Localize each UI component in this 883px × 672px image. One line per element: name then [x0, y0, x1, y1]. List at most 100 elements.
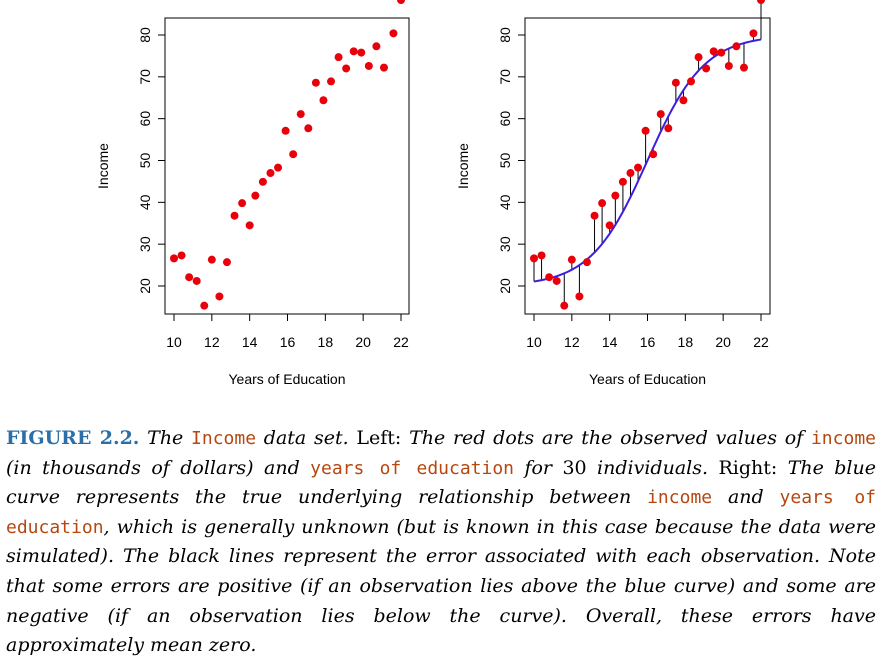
data-point	[200, 301, 209, 310]
data-point	[342, 64, 351, 73]
data-point	[349, 47, 358, 56]
data-point	[545, 273, 554, 282]
data-point	[567, 255, 576, 264]
figure-caption: FIGURE 2.2. The Income data set. Left: T…	[6, 424, 876, 661]
caption-segment: The	[139, 427, 192, 449]
data-point	[379, 63, 388, 72]
data-point	[702, 64, 711, 73]
data-point	[185, 273, 194, 282]
plot-frame	[164, 17, 410, 315]
y-axis-label: Income	[95, 143, 111, 189]
data-point	[530, 254, 538, 263]
caption-segment: Left:	[348, 427, 410, 449]
true-curve-line	[533, 38, 762, 283]
caption-segment: The blue curve represents the true under…	[6, 456, 876, 509]
data-point	[717, 48, 726, 57]
data-point	[709, 47, 718, 56]
caption-segment: data set.	[256, 427, 349, 449]
data-point	[618, 177, 627, 186]
data-point	[281, 126, 290, 135]
y-tick-label: 50	[497, 153, 513, 169]
x-tick-label: 20	[355, 334, 371, 350]
y-tick-label: 60	[137, 111, 153, 127]
x-tick-label: 18	[678, 334, 694, 350]
x-tick-label: 18	[318, 334, 334, 350]
data-point	[364, 61, 373, 70]
data-point	[389, 29, 398, 38]
x-tick-label: 10	[166, 334, 182, 350]
data-point	[266, 169, 275, 178]
caption-segment: The red dots are the observed values of	[409, 427, 811, 449]
y-tick-label: 40	[137, 194, 153, 210]
data-point	[304, 124, 313, 133]
data-point	[334, 53, 343, 62]
data-point	[605, 221, 614, 230]
data-point	[749, 29, 758, 38]
data-point	[664, 124, 673, 133]
data-point	[552, 276, 561, 285]
data-point	[671, 78, 680, 87]
data-point	[611, 191, 620, 200]
x-tick-label: 16	[280, 334, 296, 350]
data-point	[177, 251, 186, 260]
data-point	[560, 301, 569, 310]
caption-segment: for	[514, 456, 563, 479]
caption-segment: years of education	[6, 487, 876, 538]
data-point	[694, 53, 703, 62]
y-tick-label: 20	[137, 278, 153, 294]
data-point	[537, 251, 546, 260]
figure-label: FIGURE 2.2.	[6, 427, 140, 449]
chart-panel-left: 10 12 14 16 18 20 22 20 30 40 50 60 70 80 Years of Edu…	[95, 0, 410, 387]
caption-segment: Right:	[708, 456, 788, 479]
data-point	[575, 292, 584, 301]
data-point	[634, 163, 643, 172]
data-point	[289, 150, 298, 159]
caption-segment: and	[712, 486, 780, 509]
data-point	[296, 110, 305, 119]
y-tick-label: 70	[137, 69, 153, 85]
x-tick-label: 12	[564, 334, 580, 350]
data-point	[274, 163, 283, 172]
data-point	[215, 292, 224, 301]
data-point	[207, 255, 216, 264]
x-tick-label: 16	[640, 334, 656, 350]
data-point	[649, 150, 658, 159]
data-point	[230, 211, 239, 220]
caption-segment: years of education	[310, 457, 515, 479]
x-axis-label: Years of Education	[228, 371, 345, 387]
x-tick-label: 22	[753, 334, 769, 350]
caption-segment: (in thousands of dollars) and	[6, 456, 311, 479]
data-point	[192, 276, 201, 285]
plot-frame	[524, 17, 771, 315]
data-point	[357, 48, 366, 57]
data-point	[724, 61, 733, 70]
caption-body: The Income data set. Left: The red dots …	[6, 427, 876, 656]
data-point	[687, 77, 696, 86]
chart-panel-right: 10 12 14 16 18 20 22 20 30 40 50 60 70 80 Years of Edu…	[455, 0, 771, 387]
data-point	[170, 254, 178, 263]
data-point	[757, 0, 765, 4]
y-tick-label: 80	[137, 27, 153, 43]
x-tick-label: 10	[526, 334, 542, 350]
data-point	[222, 258, 231, 267]
x-tick-label: 20	[715, 334, 731, 350]
y-tick-label: 30	[137, 236, 153, 252]
caption-segment: Income	[191, 428, 257, 449]
x-tick-label: 14	[602, 334, 618, 350]
caption-segment: income	[810, 428, 876, 449]
data-point	[245, 221, 254, 230]
data-point	[626, 169, 635, 178]
data-point	[598, 199, 607, 208]
caption-segment: income	[647, 487, 713, 509]
x-tick-label: 22	[393, 334, 409, 350]
data-point	[319, 96, 328, 105]
data-point	[739, 63, 748, 72]
caption-segment: 30	[562, 456, 587, 479]
data-point	[679, 96, 688, 105]
data-point	[311, 78, 320, 87]
figure-charts: 10 12 14 16 18 20 22 20 30 40 50 60 70 80 Years of Edu…	[95, 0, 771, 387]
data-point	[590, 211, 599, 220]
x-axis-label: Years of Education	[589, 371, 706, 387]
caption-segment: individuals.	[586, 456, 709, 479]
data-point	[258, 177, 267, 186]
